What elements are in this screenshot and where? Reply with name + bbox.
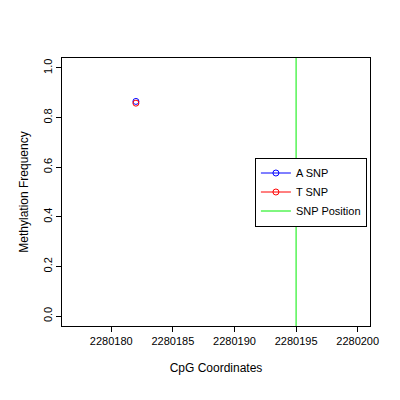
svg-text:2280200: 2280200 (336, 335, 379, 347)
svg-text:CpG Coordinates: CpG Coordinates (170, 361, 263, 375)
svg-text:2280190: 2280190 (213, 335, 256, 347)
svg-text:Methylation Frequency: Methylation Frequency (17, 131, 31, 252)
svg-text:SNP Position: SNP Position (296, 205, 361, 217)
svg-text:2280195: 2280195 (275, 335, 318, 347)
svg-text:0.4: 0.4 (42, 208, 54, 223)
svg-text:0.6: 0.6 (42, 158, 54, 173)
svg-text:2280180: 2280180 (90, 335, 133, 347)
svg-text:T SNP: T SNP (296, 186, 328, 198)
svg-text:0.8: 0.8 (42, 108, 54, 123)
svg-text:A SNP: A SNP (296, 167, 328, 179)
svg-text:2280185: 2280185 (151, 335, 194, 347)
svg-text:1.0: 1.0 (42, 59, 54, 74)
svg-text:0.2: 0.2 (42, 257, 54, 272)
svg-text:0.0: 0.0 (42, 307, 54, 322)
